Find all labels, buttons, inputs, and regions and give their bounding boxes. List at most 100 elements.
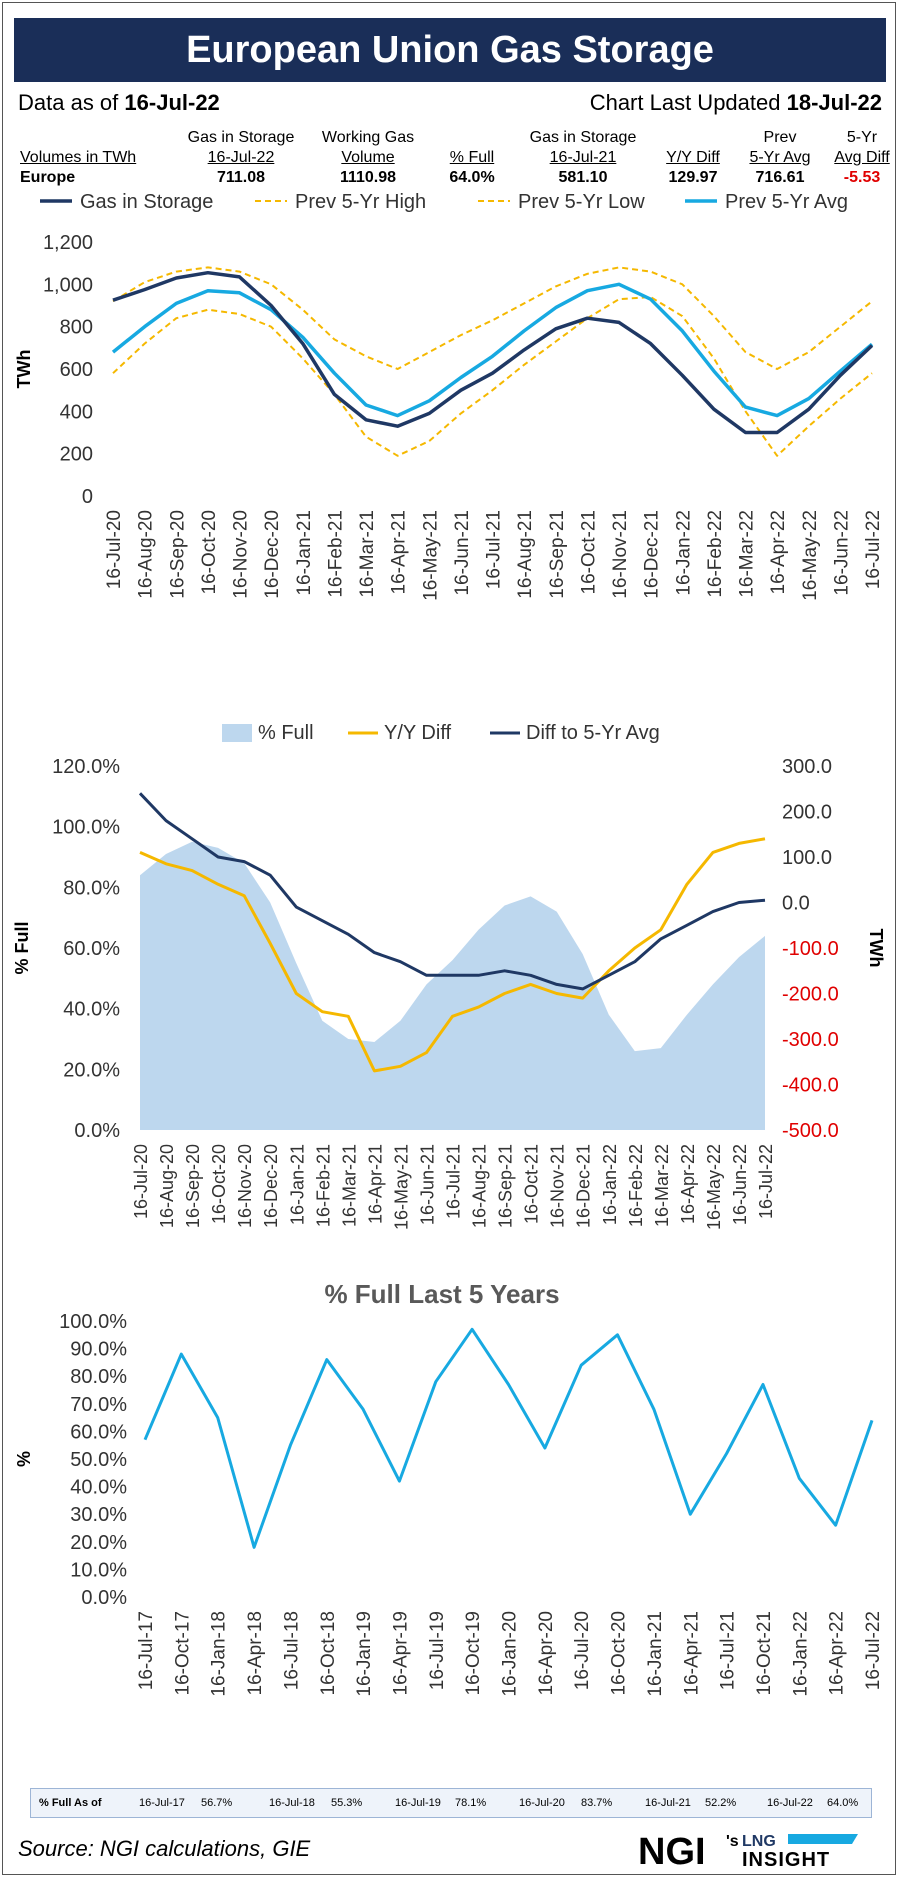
pct-full-as-of-table: % Full As of 16-Jul-17 56.7% 16-Jul-18 5… [30,1788,872,1818]
x-tick-label: 16-Jul-21 [718,1611,739,1690]
x-tick-label: 16-Apr-19 [390,1611,411,1696]
pct-full-value: 56.7% [201,1797,233,1809]
y-right-tick-label: -200.0 [782,984,839,1006]
stats-head1-cell: Working Gas [321,129,415,146]
x-tick-label: 16-Jul-20 [572,1611,593,1690]
legend-label: Prev 5-Yr High [295,191,426,213]
x-tick-label: 16-Mar-22 [652,1144,672,1227]
stats-head2-cell: 5-Yr Avg [749,149,811,166]
x-tick-label: 16-Nov-21 [610,510,631,599]
x-tick-label: 16-Aug-20 [136,510,157,599]
pct-full-date: 16-Jul-21 [645,1797,691,1809]
stats-data-row: Europe 711.08 1110.98 64.0% 581.10 129.9… [14,168,898,188]
stats-value: 716.61 [755,169,805,186]
y-tick-label: 0 [82,486,93,508]
pct-full-value: 64.0% [827,1797,859,1809]
x-tick-label: 16-Apr-22 [678,1144,698,1224]
x-tick-label: 16-Jun-22 [730,1144,750,1225]
x-tick-label: 16-Apr-21 [365,1144,385,1224]
y-tick-label: 800 [60,317,93,339]
legend-label: Prev 5-Yr Low [518,191,645,213]
x-tick-label: 16-Apr-18 [245,1611,266,1696]
stats-head1-cell: Gas in Storage [187,129,295,146]
y-right-tick-label: -400.0 [782,1075,839,1097]
x-tick-label: 16-Jan-20 [500,1611,521,1697]
page-title: European Union Gas Storage [14,18,886,82]
stats-value: 711.08 [216,169,266,186]
stats-head-row-1: Gas in Storage Working Gas Gas in Storag… [14,128,898,148]
legend-label: Gas in Storage [80,191,213,213]
x-tick-label: 16-Feb-22 [626,1144,646,1227]
y-tick-label: 40.0% [63,999,120,1021]
x-tick-label: 16-Apr-20 [536,1611,557,1696]
y-tick-label: 20.0% [70,1532,127,1554]
x-tick-label: 16-May-21 [420,510,441,601]
x-tick-label: 16-Aug-21 [515,510,536,599]
updated-date: 18-Jul-22 [786,90,882,115]
series-line-pct-full [143,1327,874,1549]
x-tick-label: 16-Jan-22 [673,510,694,596]
y-tick-label: 100.0% [52,817,120,839]
updated-label: Chart Last Updated [589,90,781,115]
legend-label: Prev 5-Yr Avg [725,191,848,213]
y-tick-label: 60.0% [63,938,120,960]
pct-full-value: 52.2% [705,1797,737,1809]
x-tick-label: 16-Oct-21 [522,1144,542,1224]
x-tick-label: 16-Sep-21 [547,510,568,599]
x-tick-label: 16-May-21 [391,1144,411,1230]
stats-head-row-2: Volumes in TWh 16-Jul-22 Volume % Full 1… [14,148,898,168]
stats-head1-cell: 5-Yr [846,129,878,146]
data-as-of-date: 16-Jul-22 [124,90,220,115]
logo-insight: INSIGHT [742,1849,830,1871]
x-tick-label: 16-Mar-21 [357,510,378,598]
pct-full-as-of-label: % Full As of [39,1797,102,1809]
y-tick-label: 120.0% [52,756,120,778]
x-tick-label: 16-May-22 [704,1144,724,1230]
chart-title: % Full Last 5 Years [324,1279,559,1309]
x-tick-label: 16-Apr-22 [768,510,789,595]
y-tick-label: 80.0% [63,877,120,899]
x-tick-label: 16-Oct-17 [172,1611,193,1695]
x-tick-label: 16-Jan-21 [287,1144,307,1225]
data-as-of-label: Data as of [18,90,119,115]
x-tick-label: 16-Jul-22 [863,510,884,589]
y-tick-label: 50.0% [70,1449,127,1471]
x-tick-label: 16-Jul-22 [756,1144,776,1219]
x-tick-label: 16-May-22 [800,510,821,601]
x-tick-label: 16-Jul-20 [104,510,125,589]
x-tick-label: 16-Dec-21 [642,510,663,599]
y-right-tick-label: 200.0 [782,802,832,824]
y-tick-label: 10.0% [70,1559,127,1581]
y-right-axis-label: TWh [866,929,886,968]
y-right-tick-label: 100.0 [782,847,832,869]
series-line-diff-to-5yr-avg [138,792,766,991]
logo-lng: LNG [742,1833,776,1850]
stats-head2-cell: 16-Jul-22 [207,149,275,166]
x-tick-label: 16-Feb-21 [313,1144,333,1227]
pct-full-date: 16-Jul-22 [767,1797,813,1809]
x-tick-label: 16-Jan-21 [294,510,315,596]
x-tick-label: 16-Oct-20 [609,1611,630,1695]
y-right-tick-label: -500.0 [782,1120,839,1142]
y-tick-label: 40.0% [70,1477,127,1499]
y-axis-label: TWh [14,350,34,389]
y-tick-label: 90.0% [70,1339,127,1361]
series-area-pct-full [140,841,765,1130]
x-tick-label: 16-Apr-21 [681,1611,702,1696]
y-tick-label: 0.0% [74,1120,120,1142]
x-tick-label: 16-Dec-20 [262,510,283,599]
x-tick-label: 16-Dec-21 [574,1144,594,1228]
chart-last-updated: Chart Last Updated 18-Jul-22 [590,90,882,116]
series-line-prev-5-yr-high [112,266,873,370]
stats-region: Europe [20,169,76,186]
x-tick-label: 16-Oct-21 [578,510,599,594]
pct-full-date: 16-Jul-18 [269,1797,315,1809]
ngi-lng-insight-logo: NGI 's LNG INSIGHT [638,1831,858,1873]
x-tick-label: 16-Oct-21 [754,1611,775,1695]
x-tick-label: 16-Jul-17 [136,1611,157,1690]
stats-head1-cell [14,128,176,148]
x-tick-label: 16-Mar-21 [339,1144,359,1227]
y-axis-label: % Full [12,922,32,975]
y-right-tick-label: -300.0 [782,1029,839,1051]
stats-head2-cell: Volumes in TWh [20,149,137,166]
